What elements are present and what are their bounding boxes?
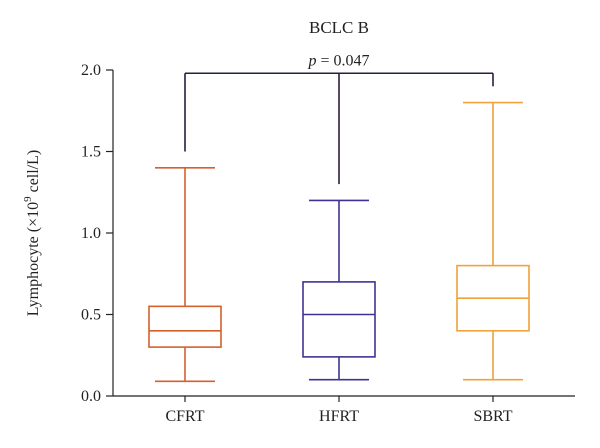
y-tick-label: 2.0 [81, 62, 101, 79]
y-axis-label-main: Lymphocyte (×10 [25, 202, 42, 316]
p-value-text: = 0.047 [316, 52, 369, 69]
y-tick-label: 0.0 [81, 388, 101, 405]
y-tick-label: 1.0 [81, 225, 101, 242]
x-category-label: HFRT [319, 408, 359, 425]
chart-title: BCLC B [309, 18, 369, 37]
y-axis-label-unit: cell/L) [25, 150, 42, 197]
y-axis-label: Lymphocyte (×109 cell/L) [22, 150, 42, 316]
box-sbrt [456, 101, 530, 381]
y-ticks: 0.0 0.5 1.0 1.5 2.0 [81, 62, 113, 405]
y-tick-label: 1.5 [81, 144, 101, 161]
iqr-box [302, 281, 376, 358]
box-cfrt [148, 167, 222, 383]
p-symbol: p [307, 52, 316, 69]
x-category-label: SBRT [473, 408, 512, 425]
y-axis-label-sup: 9 [22, 196, 34, 202]
x-category-label: CFRT [165, 408, 204, 425]
boxes [148, 101, 530, 383]
p-value-label: p = 0.047 [307, 52, 369, 69]
box-hfrt [302, 199, 376, 381]
iqr-box [148, 305, 222, 348]
significance-bracket: p = 0.047 [184, 52, 494, 185]
y-tick-label: 0.5 [81, 307, 101, 324]
x-categories: CFRT HFRT SBRT [165, 396, 513, 425]
